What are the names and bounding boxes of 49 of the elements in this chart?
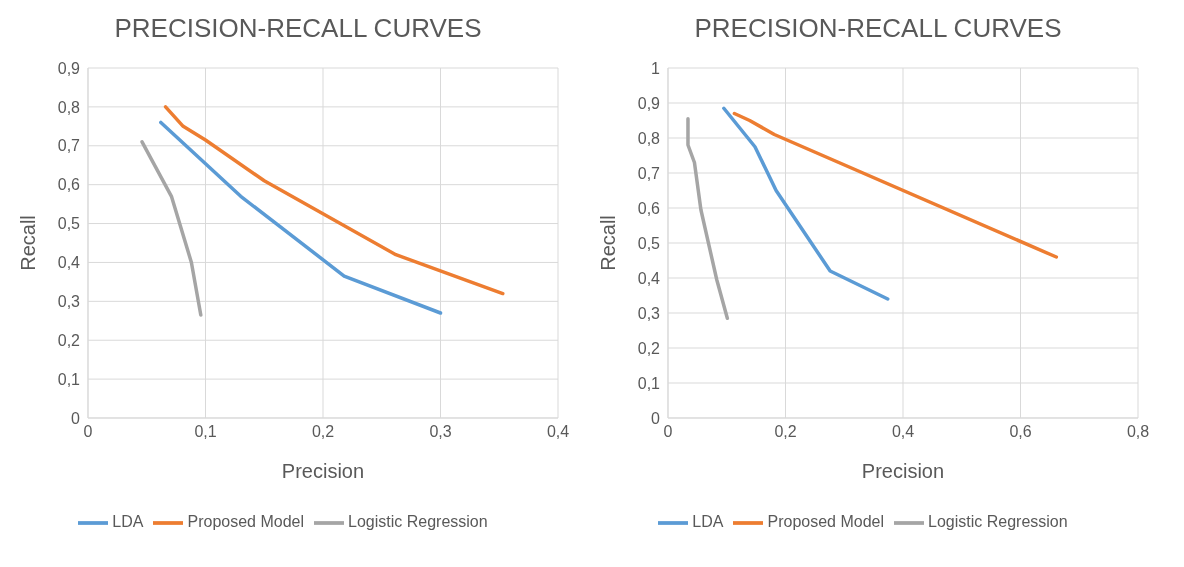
y-tick-label: 0,1 [637,374,661,392]
y-axis-title: Recall [17,215,40,271]
y-tick-label: 0,6 [637,199,661,217]
y-tick-label: 0,2 [57,331,81,349]
x-axis-title: Precision [861,460,945,482]
y-tick-label: 0,4 [57,254,81,272]
x-tick-label: 0,4 [546,423,570,441]
chart-title: PRECISION-RECALL CURVES [113,12,483,45]
legend-label: LDA [692,513,724,531]
line-series [163,105,505,296]
legend-label: LDA [112,513,144,531]
x-tick-label: 0,8 [1126,423,1150,441]
line-series [722,106,890,301]
legend-label: Logistic Regression [928,513,1068,531]
y-tick-label: 0 [71,409,81,427]
x-tick-label: 0,3 [429,423,452,441]
y-tick-label: 0,7 [637,164,661,182]
y-tick-label: 0,1 [57,370,81,388]
y-tick-label: 0,9 [57,59,81,77]
legend-label: Proposed Model [187,513,304,531]
line-series [732,111,1059,259]
y-tick-label: 1 [651,59,661,77]
x-axis-title: Precision [281,460,365,482]
legend-label: Logistic Regression [348,513,488,531]
y-tick-label: 0,5 [637,234,661,252]
y-tick-label: 0,8 [57,98,81,116]
y-tick-label: 0,3 [637,304,661,322]
y-tick-label: 0,3 [57,293,81,311]
y-tick-label: 0,2 [637,339,661,357]
y-tick-label: 0,6 [57,176,81,194]
y-tick-label: 0,8 [637,129,661,147]
y-axis-title: Recall [597,215,620,271]
chart-title: PRECISION-RECALL CURVES [693,12,1063,45]
legend-label: Proposed Model [767,513,884,531]
line-series [686,117,730,320]
y-tick-label: 0 [651,409,661,427]
x-tick-label: 0 [83,423,93,441]
x-tick-label: 0,4 [891,423,915,441]
line-series [140,140,203,317]
y-tick-label: 0,9 [637,94,661,112]
x-tick-label: 0,6 [1009,423,1032,441]
y-tick-label: 0,5 [57,215,81,233]
x-tick-label: 0,2 [311,423,335,441]
y-tick-label: 0,4 [637,269,661,287]
x-tick-label: 0 [663,423,673,441]
y-tick-label: 0,7 [57,137,81,155]
x-tick-label: 0,1 [194,423,217,441]
line-series [159,120,443,315]
x-tick-label: 0,2 [774,423,797,441]
